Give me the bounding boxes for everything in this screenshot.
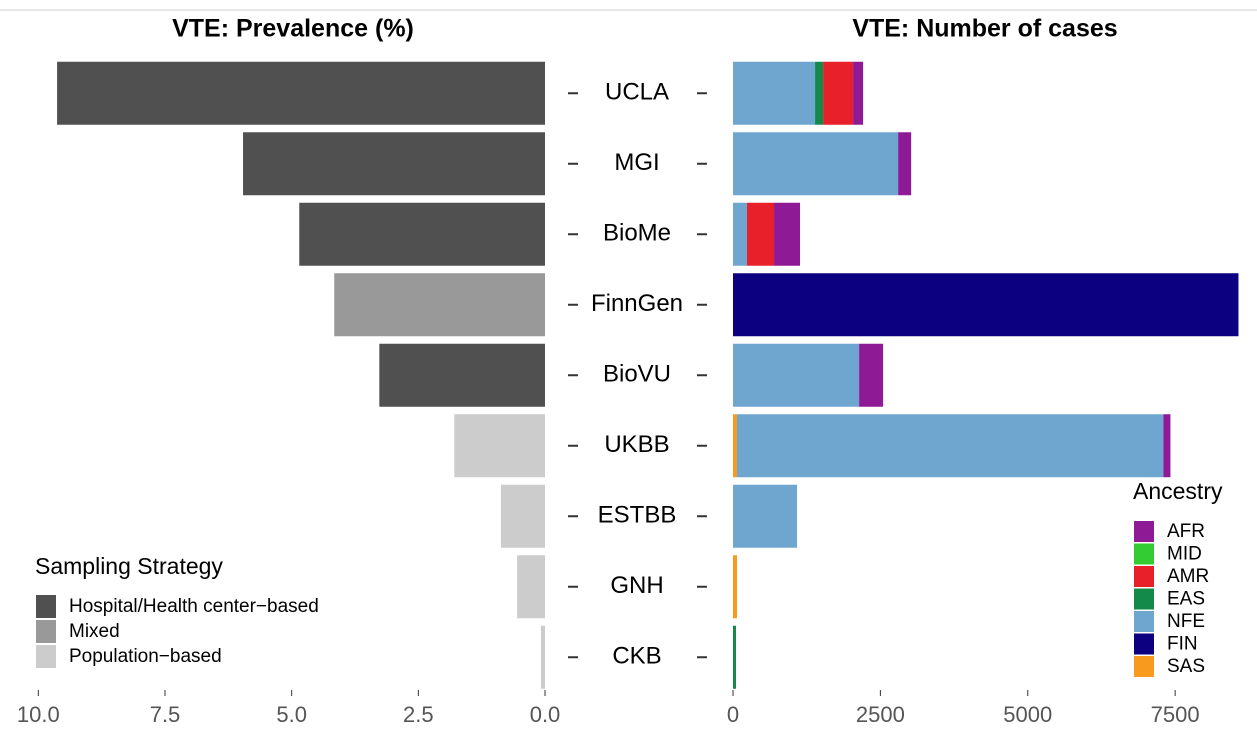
right-title: VTE: Number of cases: [852, 15, 1117, 43]
case-segment: [747, 202, 775, 266]
category-label: GNH: [610, 572, 663, 599]
legend-label: Population−based: [69, 646, 222, 667]
legend-swatch: [1134, 633, 1154, 655]
category-label: ESTBB: [598, 502, 677, 529]
category-label: UCLA: [605, 79, 669, 106]
case-segment: [733, 202, 748, 266]
case-segment: [815, 61, 824, 125]
x-tick-label: 0.0: [530, 702, 561, 727]
x-tick-label: 7500: [1151, 702, 1200, 727]
prevalence-bar: [517, 555, 545, 619]
case-segment: [733, 343, 860, 407]
case-segment: [733, 625, 737, 689]
x-tick-label: 10.0: [17, 702, 60, 727]
x-tick-label: 5.0: [276, 702, 307, 727]
left-title: VTE: Prevalence (%): [172, 15, 414, 43]
case-segment: [898, 132, 912, 196]
legend-swatch: [1134, 566, 1154, 587]
prevalence-bar: [299, 202, 545, 266]
legend-label: EAS: [1167, 589, 1205, 610]
case-segment: [823, 61, 854, 125]
x-tick-label: 2.5: [403, 702, 434, 727]
case-segment: [1163, 414, 1171, 478]
legend-label: Hospital/Health center−based: [69, 596, 319, 617]
legend-label: MID: [1167, 544, 1202, 565]
category-label: MGI: [614, 149, 659, 176]
prevalence-bar: [500, 484, 545, 548]
legend-label: NFE: [1167, 611, 1205, 632]
x-tick-label: 2500: [856, 702, 905, 727]
case-segment: [733, 555, 738, 619]
category-label: BioVU: [603, 361, 671, 388]
case-segment: [774, 202, 801, 266]
legend-swatch: [1134, 543, 1154, 565]
case-segment: [853, 61, 864, 125]
legend-label: Mixed: [69, 621, 120, 642]
legend-swatch: [1134, 656, 1154, 677]
prevalence-bar: [57, 61, 546, 125]
category-label: BioMe: [603, 220, 671, 247]
case-segment: [733, 132, 899, 196]
legend-title: Ancestry: [1133, 478, 1223, 504]
category-label: FinnGen: [591, 290, 683, 317]
case-segment: [733, 273, 1239, 337]
legend-label: AMR: [1167, 566, 1209, 587]
case-segment: [733, 61, 816, 125]
legend-swatch: [1134, 521, 1154, 542]
legend-title: Sampling Strategy: [35, 553, 223, 579]
x-tick-label: 5000: [1003, 702, 1052, 727]
legend-swatch: [36, 645, 56, 668]
legend-label: FIN: [1167, 634, 1198, 655]
legend-swatch: [1134, 611, 1154, 632]
prevalence-bar: [243, 132, 545, 196]
legend-swatch: [36, 595, 56, 618]
prevalence-bar: [379, 343, 545, 407]
x-tick-label: 7.5: [150, 702, 181, 727]
legend-swatch: [36, 620, 56, 643]
legend-label: SAS: [1167, 656, 1205, 677]
case-segment: [737, 414, 1164, 478]
legend-label: AFR: [1167, 521, 1205, 542]
case-segment: [859, 343, 884, 407]
case-segment: [733, 484, 798, 548]
prevalence-bar: [334, 273, 545, 337]
category-label: CKB: [612, 643, 661, 670]
x-tick-label: 0: [727, 702, 739, 727]
prevalence-bar: [540, 625, 545, 689]
legend-swatch: [1134, 588, 1154, 610]
category-label: UKBB: [604, 431, 669, 458]
prevalence-bar: [454, 414, 545, 478]
case-segment: [733, 414, 738, 478]
